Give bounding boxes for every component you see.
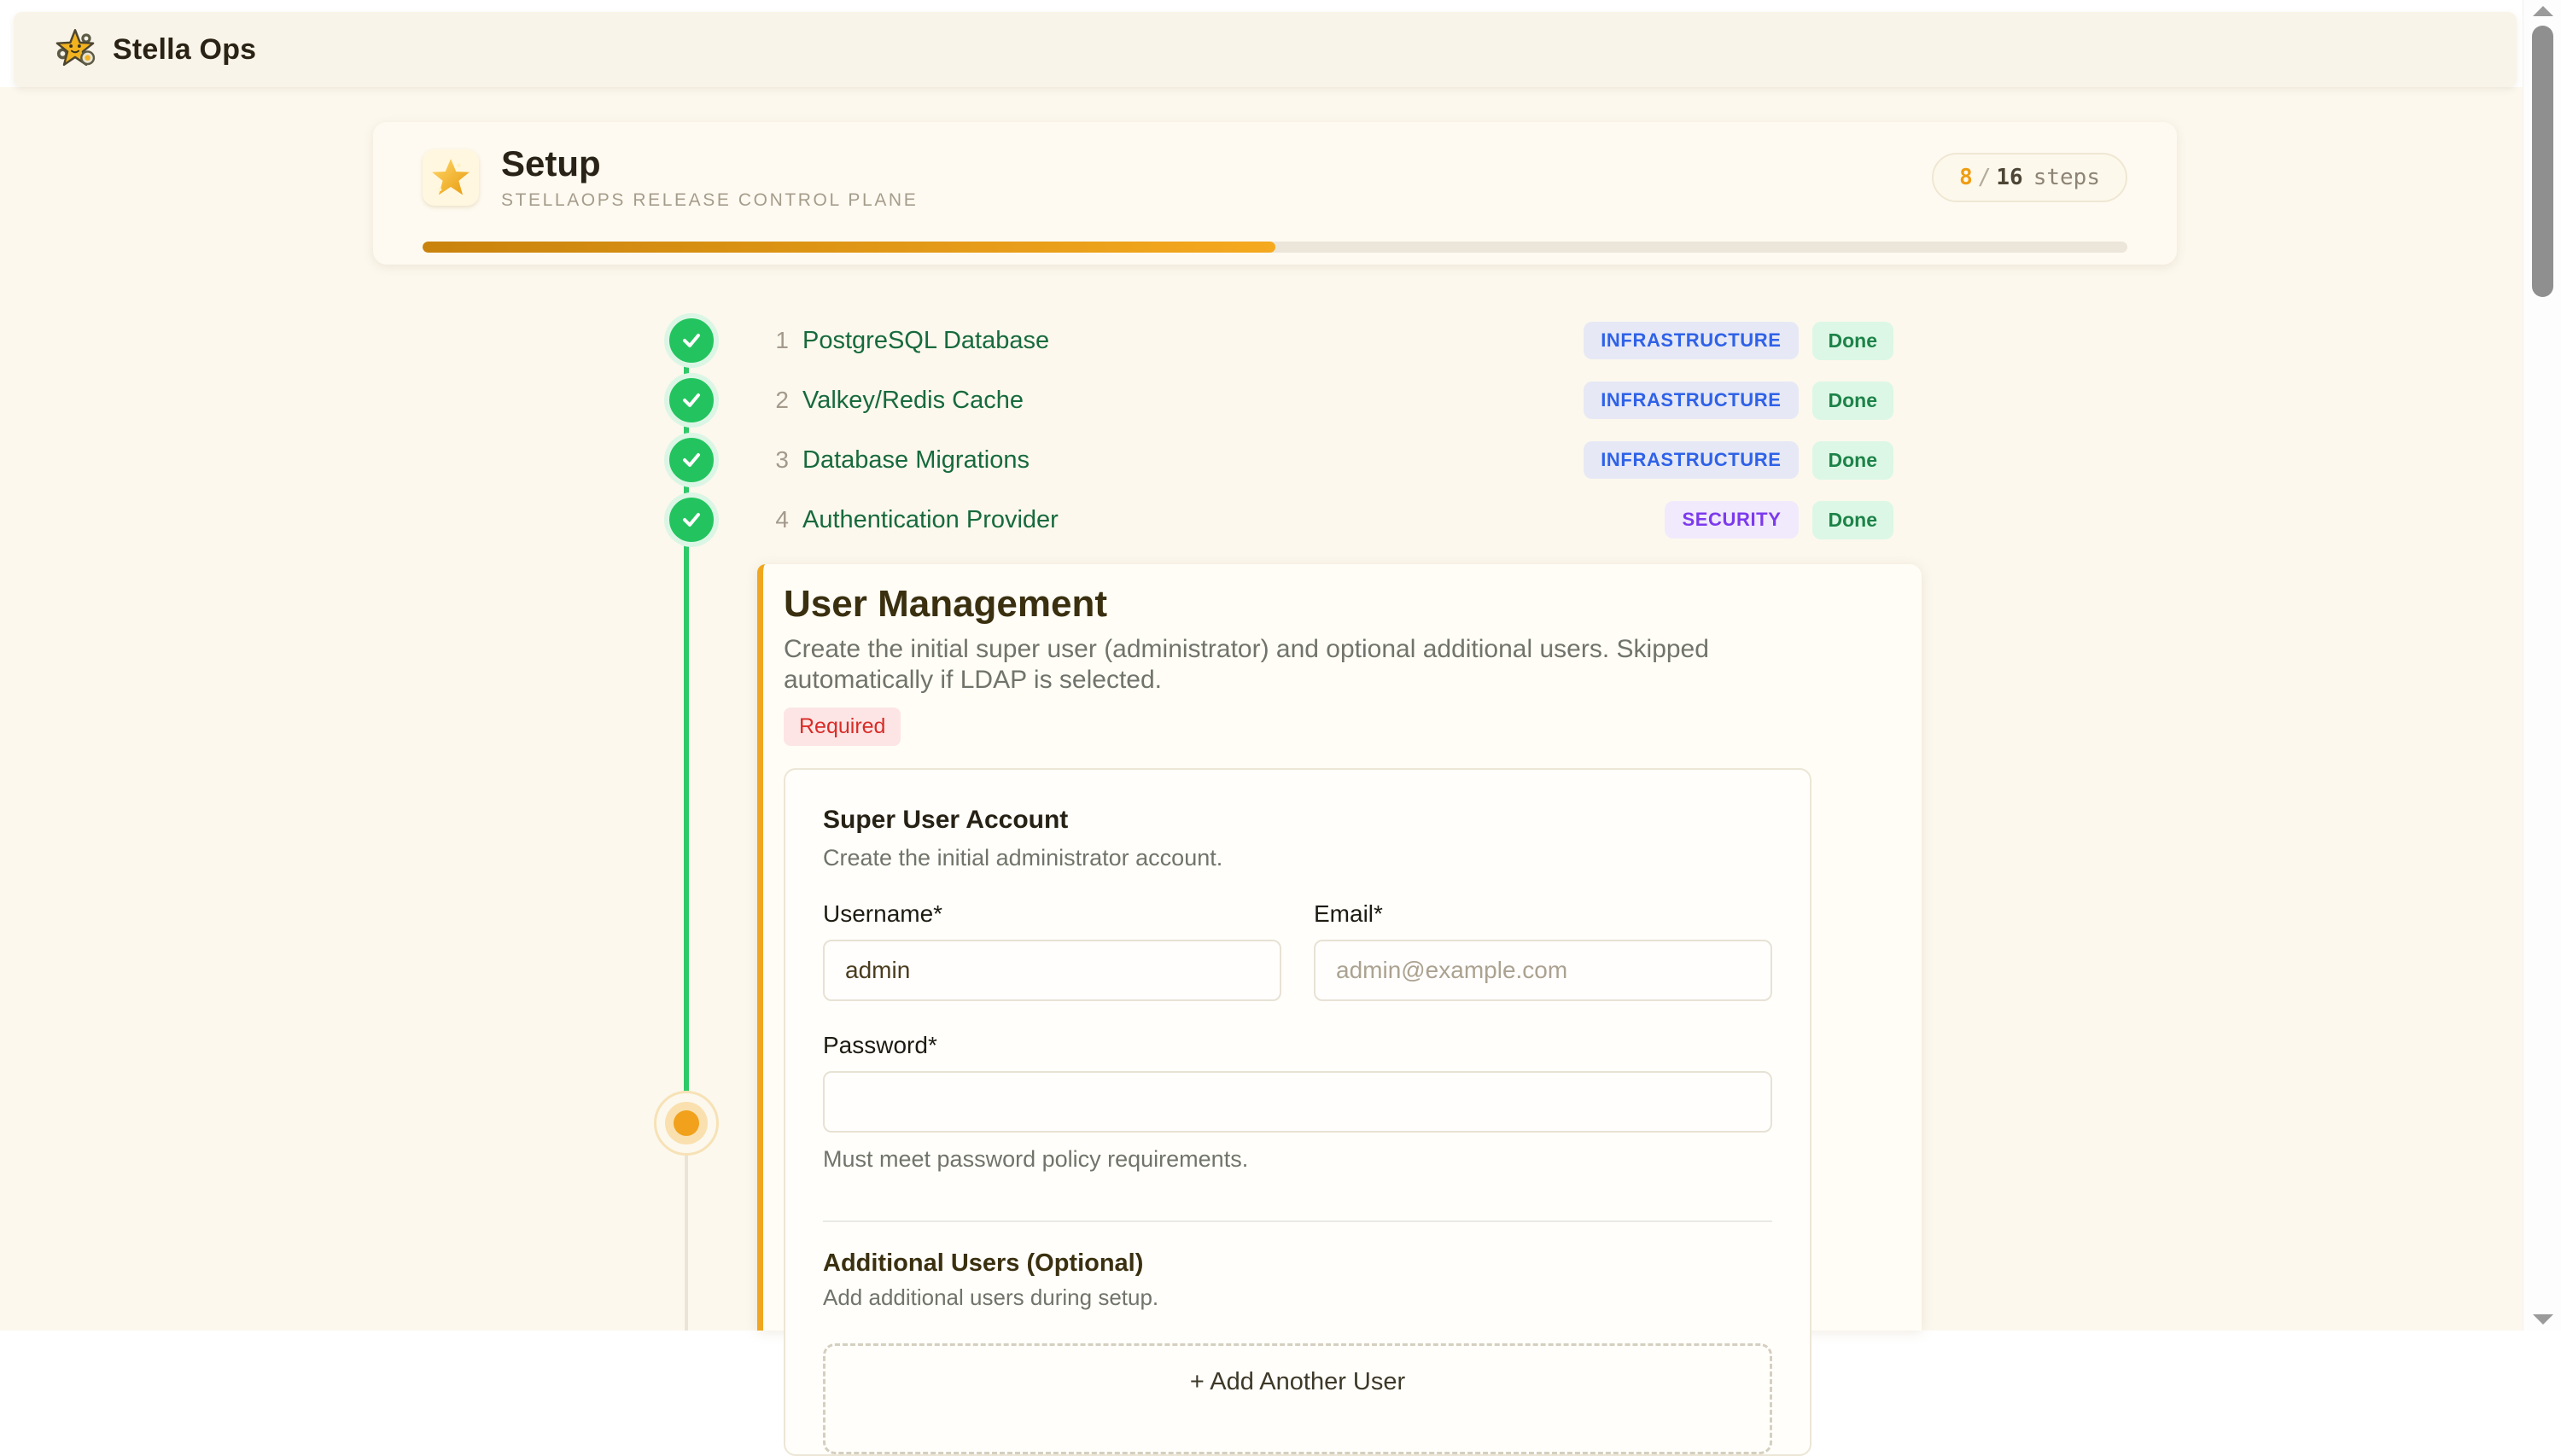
scrollbar-thumb[interactable] — [2532, 26, 2553, 297]
username-label: Username* — [823, 900, 943, 927]
scroll-up-arrow-icon[interactable] — [2533, 6, 2553, 16]
progress-fill — [423, 242, 1275, 253]
stellaops-logo-icon — [55, 29, 96, 67]
steps-total-count: 16 — [1996, 165, 2023, 190]
brand-name: Stella Ops — [113, 32, 257, 66]
setup-star-icon — [423, 149, 479, 206]
category-badge: SECURITY — [1665, 501, 1799, 539]
timeline-line-completed — [684, 341, 689, 1092]
add-another-user-label: + Add Another User — [1189, 1368, 1406, 1395]
page-subtitle: STELLAOPS RELEASE CONTROL PLANE — [501, 190, 919, 210]
email-input[interactable] — [1314, 940, 1772, 1001]
check-icon — [664, 492, 719, 547]
check-icon — [664, 313, 719, 368]
add-another-user-button[interactable]: + Add Another User — [823, 1343, 1772, 1454]
username-field-group: Username* — [823, 900, 1281, 1001]
password-field-group: Password* Must meet password policy requ… — [823, 1032, 1772, 1173]
category-badge: INFRASTRUCTURE — [1584, 322, 1799, 359]
steps-progress-badge: 8 / 16 steps — [1932, 153, 2127, 202]
step-number: 1 — [775, 327, 789, 353]
setup-header-card: Setup STELLAOPS RELEASE CONTROL PLANE 8 … — [373, 122, 2177, 265]
topbar: Stella Ops — [14, 12, 2517, 87]
step-number: 2 — [775, 387, 789, 413]
user-management-panel: User Management Create the initial super… — [757, 564, 1922, 1456]
username-input[interactable] — [823, 940, 1281, 1001]
card-title: Super User Account — [823, 806, 1069, 834]
steps-separator: / — [1977, 165, 1992, 190]
steps-done-count: 8 — [1959, 165, 1973, 190]
additional-users-section: Additional Users (Optional) Add addition… — [823, 1249, 1772, 1311]
step-number: 4 — [775, 506, 789, 533]
setup-progress-track — [423, 242, 2127, 253]
step-title: PostgreSQL Database — [802, 326, 1050, 354]
step-number: 3 — [775, 446, 789, 473]
super-user-card: Super User Account Create the initial ad… — [784, 768, 1811, 1456]
password-helper-text: Must meet password policy requirements. — [823, 1146, 1249, 1172]
current-step-dot — [674, 1110, 699, 1136]
required-badge: Required — [784, 708, 901, 746]
step-row-valkey-redis-cache[interactable]: 2 Valkey/Redis Cache INFRASTRUCTURE Done — [664, 370, 1893, 430]
step-title: Valkey/Redis Cache — [802, 386, 1024, 414]
setup-steps-list: 1 PostgreSQL Database INFRASTRUCTURE Don… — [664, 311, 1893, 550]
step-row-postgresql-database[interactable]: 1 PostgreSQL Database INFRASTRUCTURE Don… — [664, 311, 1893, 370]
page-title: Setup — [501, 143, 601, 183]
step-row-authentication-provider[interactable]: 4 Authentication Provider SECURITY Done — [664, 490, 1893, 550]
status-badge: Done — [1811, 440, 1893, 480]
status-badge: Done — [1811, 381, 1893, 420]
step-title: Database Migrations — [802, 446, 1030, 474]
password-label: Password* — [823, 1032, 937, 1058]
status-badge: Done — [1811, 500, 1893, 539]
category-badge: INFRASTRUCTURE — [1584, 381, 1799, 419]
email-label: Email* — [1314, 900, 1383, 927]
additional-users-subtitle: Add additional users during setup. — [823, 1284, 1159, 1310]
check-icon — [664, 433, 719, 487]
current-step-ring — [654, 1091, 719, 1156]
category-badge: INFRASTRUCTURE — [1584, 441, 1799, 479]
additional-users-title: Additional Users (Optional) — [823, 1249, 1144, 1277]
check-icon — [664, 373, 719, 428]
password-input[interactable] — [823, 1071, 1772, 1133]
section-title: User Management — [784, 583, 1108, 625]
timeline-line-upcoming — [685, 1154, 688, 1331]
status-badge: Done — [1811, 321, 1893, 360]
section-divider — [823, 1220, 1772, 1222]
email-field-group: Email* — [1314, 900, 1772, 1001]
card-subtitle: Create the initial administrator account… — [823, 845, 1223, 871]
step-title: Authentication Provider — [802, 505, 1059, 533]
vertical-scrollbar[interactable] — [2523, 0, 2561, 1331]
steps-suffix: steps — [2033, 165, 2100, 190]
scroll-down-arrow-icon[interactable] — [2533, 1314, 2553, 1325]
section-description: Create the initial super user (administr… — [784, 635, 1709, 694]
step-row-database-migrations[interactable]: 3 Database Migrations INFRASTRUCTURE Don… — [664, 430, 1893, 490]
